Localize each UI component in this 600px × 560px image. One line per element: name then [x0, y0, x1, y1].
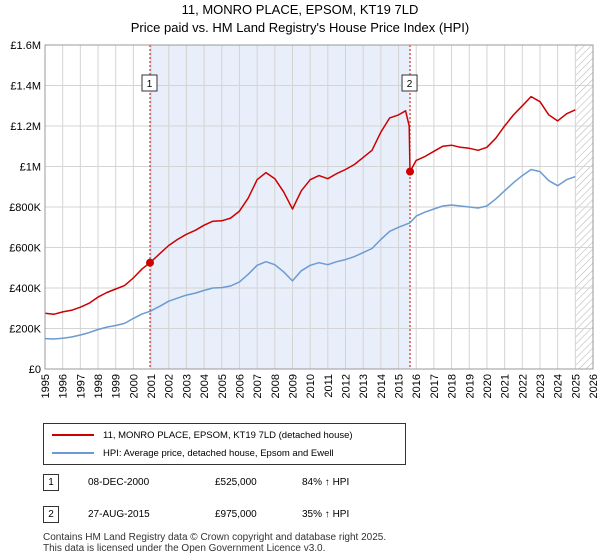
x-tick-label: 1996 [58, 374, 70, 398]
y-tick-label: £200K [9, 324, 41, 336]
price-chart: 1 2 £0 £200K £400K £600K £800K £1M £1.2M £1.4M £1.… [9, 40, 600, 398]
transaction-hpi-change: 84% ↑ HPI [302, 476, 350, 488]
sale-label: 1 [147, 79, 153, 90]
legend-label-hpi: HPI: Average price, detached house, Epso… [103, 447, 334, 459]
x-tick-label: 2004 [199, 374, 211, 398]
transaction-price: £525,000 [215, 476, 257, 488]
x-tick-label: 2020 [482, 374, 494, 398]
legend-item-hpi: HPI: Average price, detached house, Epso… [52, 445, 334, 461]
plot-frame [44, 44, 594, 370]
legend-swatch-property [52, 434, 94, 436]
x-tick-label: 2022 [517, 374, 529, 398]
sale-label: 2 [407, 79, 413, 90]
transaction-price: £975,000 [215, 508, 257, 520]
x-tick-label: 2013 [358, 374, 370, 398]
y-tick-label: £1.4M [10, 81, 41, 93]
x-tick-label: 2015 [394, 374, 406, 398]
x-tick-label: 2023 [535, 374, 547, 398]
x-tick-label: 2011 [323, 374, 335, 398]
footer-line-2: This data is licensed under the Open Gov… [43, 543, 326, 554]
y-tick-label: £400K [9, 283, 41, 295]
x-tick-label: 1997 [75, 374, 87, 398]
sale-label-box [141, 74, 158, 92]
x-tick-label: 2014 [376, 374, 388, 398]
x-tick-label: 2025 [570, 374, 582, 398]
transaction-number-badge: 1 [43, 473, 59, 491]
x-tick-label: 2016 [411, 374, 423, 398]
x-tick-label: 2003 [181, 374, 193, 398]
x-tick-label: 2026 [588, 374, 600, 398]
hpi-line [44, 168, 576, 340]
legend-swatch-hpi [52, 452, 94, 454]
sale-point [406, 167, 415, 176]
transaction-number-badge: 2 [43, 505, 59, 523]
x-tick-label: 2000 [128, 374, 140, 398]
transaction-row: 2 27-AUG-2015 £975,000 35% ↑ HPI [43, 505, 443, 523]
y-tick-label: £1.2M [10, 121, 41, 133]
y-tick-label: £1.6M [10, 40, 41, 52]
footer-attribution: Contains HM Land Registry data © Crown c… [43, 532, 386, 554]
x-tick-label: 2019 [464, 374, 476, 398]
x-tick-label: 2007 [252, 374, 264, 398]
x-tick-label: 2006 [234, 374, 246, 398]
legend-item-property: 11, MONRO PLACE, EPSOM, KT19 7LD (detach… [52, 427, 353, 443]
sale-point [146, 258, 155, 267]
footer-line-1: Contains HM Land Registry data © Crown c… [43, 532, 387, 543]
x-tick-label: 2018 [447, 374, 459, 398]
x-tick-label: 2009 [287, 374, 299, 398]
transaction-date: 27-AUG-2015 [88, 508, 150, 520]
x-tick-label: 1999 [111, 374, 123, 398]
x-tick-label: 2021 [500, 374, 512, 398]
x-tick-label: 2010 [305, 374, 317, 398]
x-tick-label: 2012 [341, 374, 353, 398]
x-tick-label: 1998 [93, 374, 105, 398]
chart-subtitle: Price paid vs. HM Land Registry's House … [130, 20, 470, 35]
y-tick-label: £800K [9, 202, 41, 214]
legend-label-property: 11, MONRO PLACE, EPSOM, KT19 7LD (detach… [103, 429, 353, 441]
sale-label-box [401, 74, 418, 92]
transaction-date: 08-DEC-2000 [88, 476, 150, 488]
legend: 11, MONRO PLACE, EPSOM, KT19 7LD (detach… [43, 423, 406, 465]
y-tick-label: £1M [20, 162, 41, 174]
property-line [44, 95, 576, 316]
chart-title: 11, MONRO PLACE, EPSOM, KT19 7LD [181, 2, 419, 17]
y-tick-label: £0 [29, 364, 41, 376]
x-tick-label: 2008 [270, 374, 282, 398]
transaction-row: 1 08-DEC-2000 £525,000 84% ↑ HPI [43, 473, 443, 491]
x-tick-label: 2005 [217, 374, 229, 398]
transaction-hpi-change: 35% ↑ HPI [302, 508, 350, 520]
x-tick-label: 1995 [40, 374, 52, 398]
x-tick-label: 2024 [553, 374, 565, 398]
x-tick-label: 2001 [146, 374, 158, 398]
x-tick-label: 2017 [429, 374, 441, 398]
x-tick-label: 2002 [164, 374, 176, 398]
y-tick-label: £600K [9, 243, 41, 255]
